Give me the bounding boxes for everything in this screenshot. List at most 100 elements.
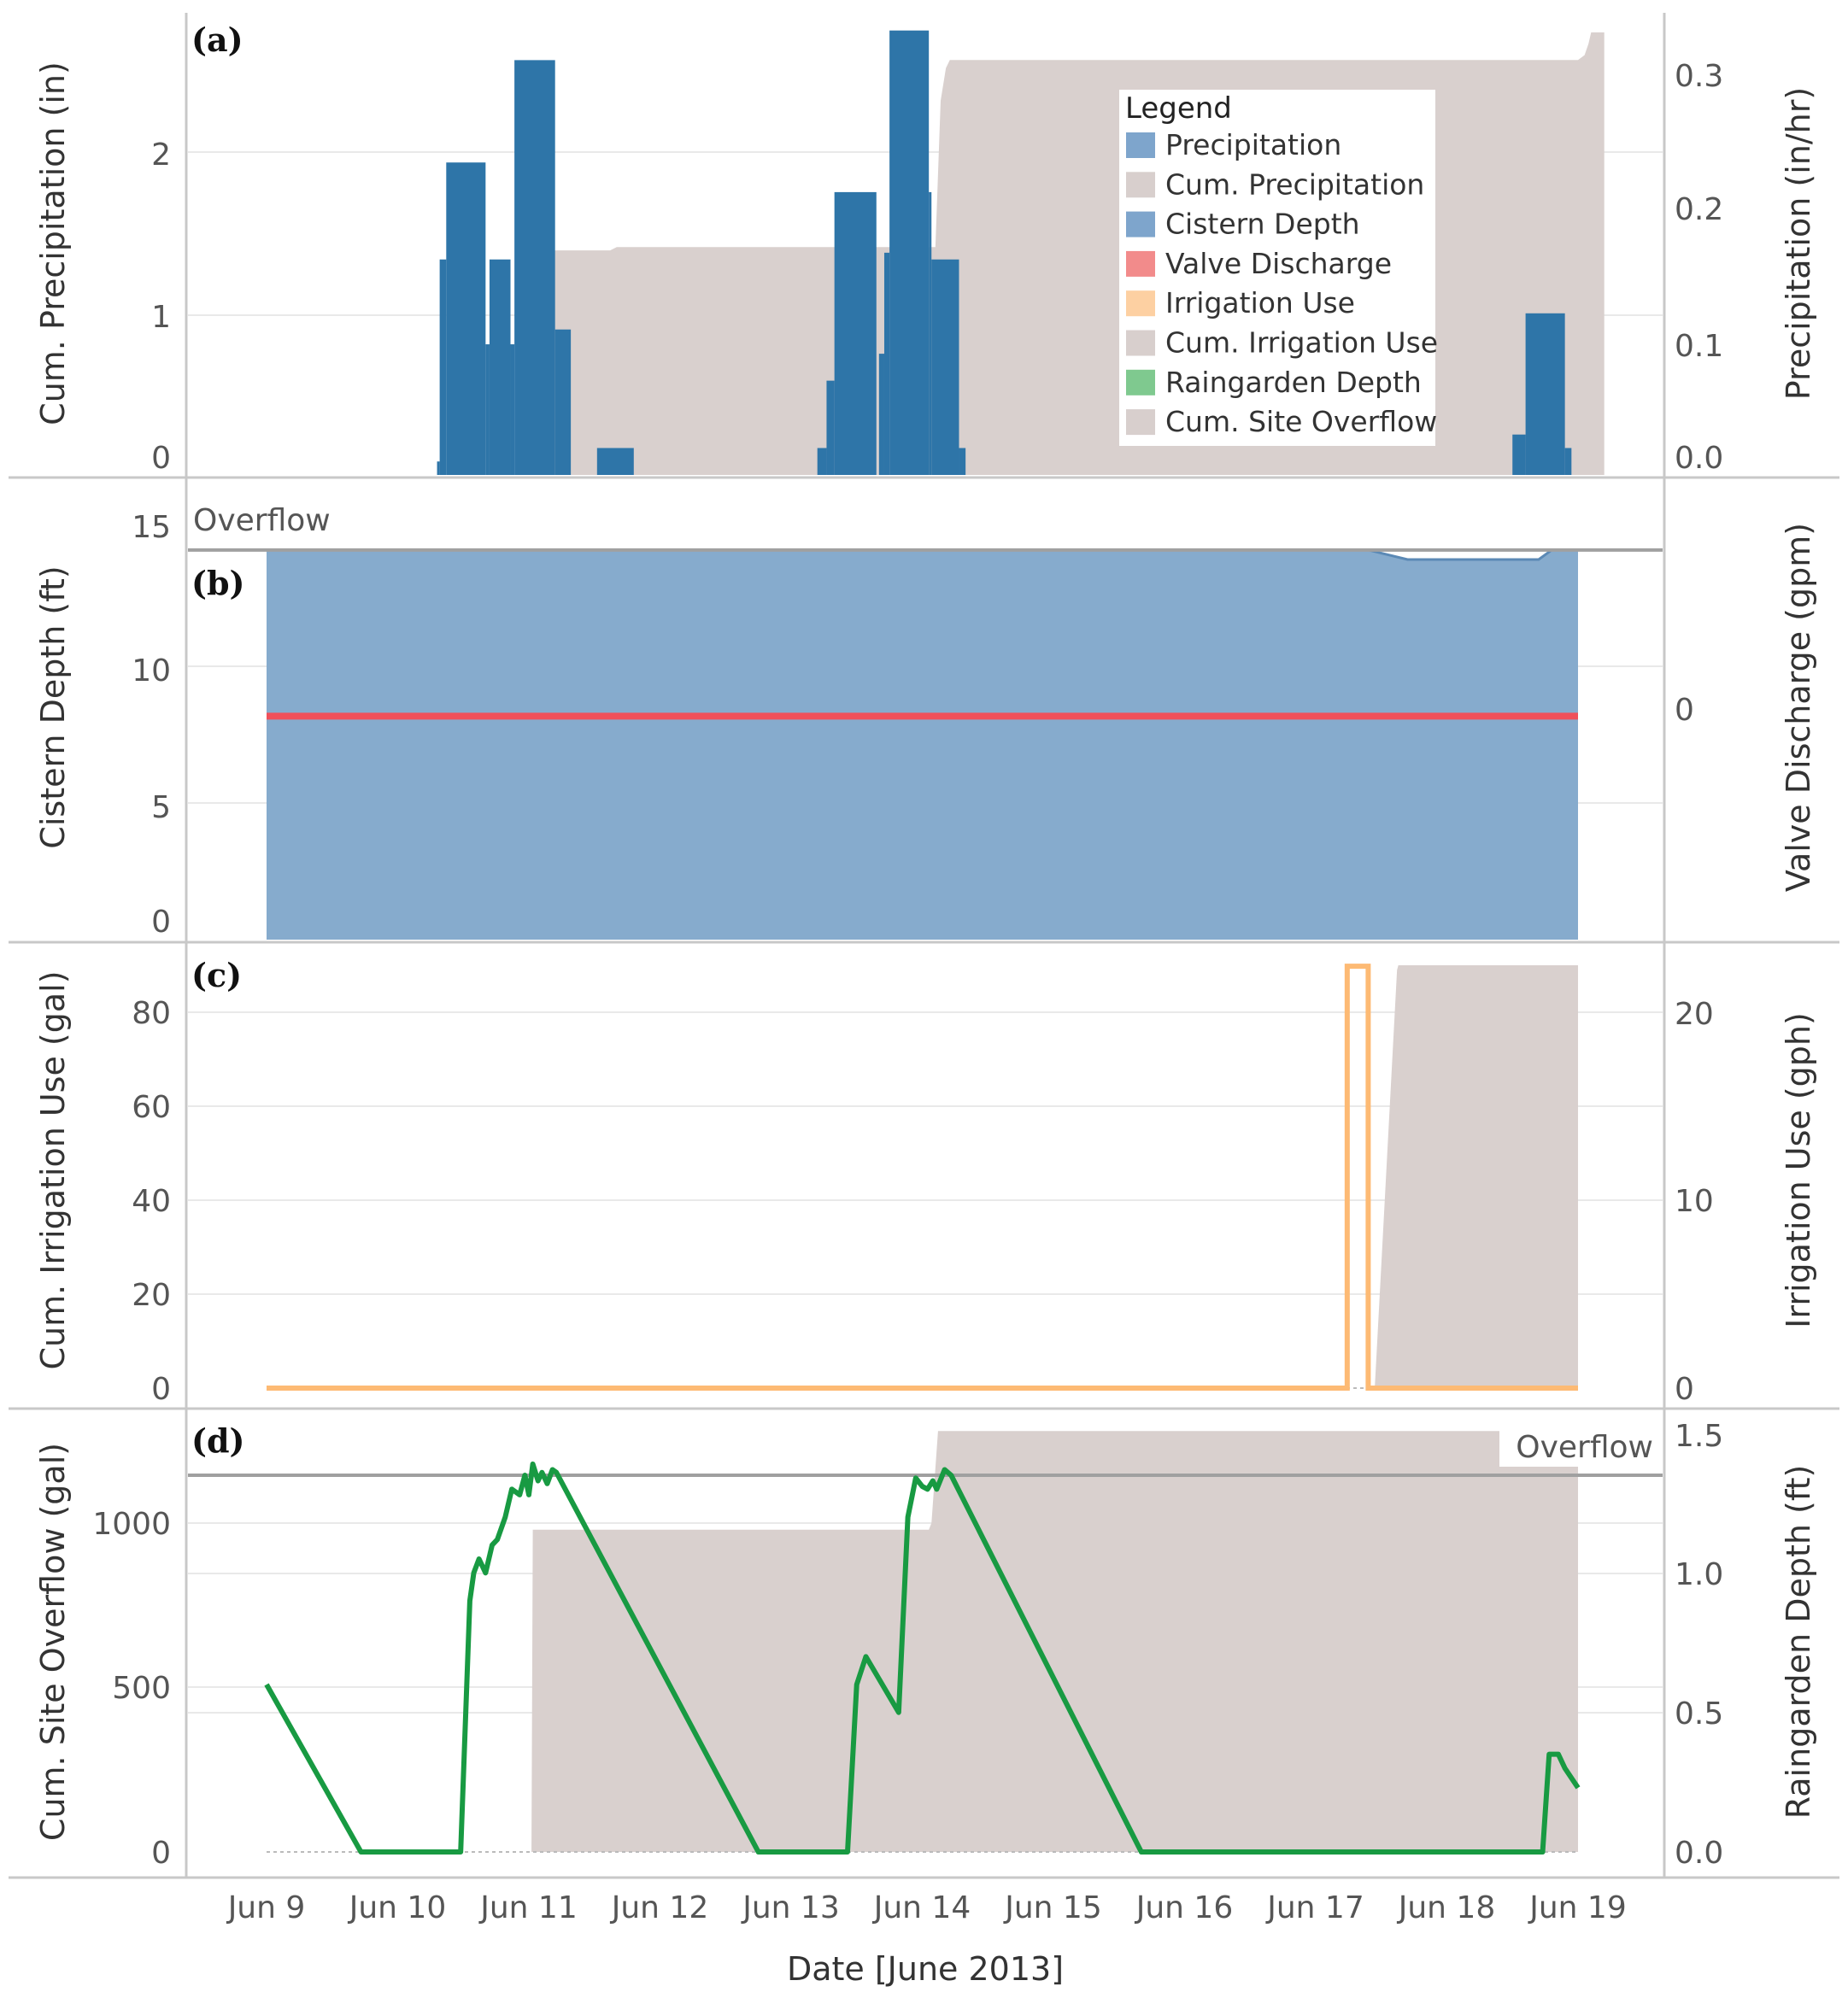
y-tick-label-left: 2 xyxy=(151,138,171,173)
panel-d-right-ylabel: Raingarden Depth (ft) xyxy=(1780,1465,1817,1819)
precipitation-bar xyxy=(514,60,555,476)
x-tick-label: Jun 10 xyxy=(348,1890,447,1925)
legend-swatch xyxy=(1126,330,1155,356)
y-tick-label-left: 15 xyxy=(132,510,171,545)
x-tick-label: Jun 16 xyxy=(1135,1890,1234,1925)
legend-label: Cum. Precipitation xyxy=(1165,167,1424,201)
x-tick-label: Jun 9 xyxy=(226,1890,306,1925)
y-tick-label-left: 5 xyxy=(151,790,171,825)
y-tick-label-right: 0.3 xyxy=(1675,59,1723,94)
y-tick-label-left: 1000 xyxy=(92,1507,171,1542)
precipitation-bar xyxy=(883,252,890,475)
x-tick-label: Jun 19 xyxy=(1528,1890,1627,1925)
x-tick-label: Jun 18 xyxy=(1397,1890,1496,1925)
panel-d-overflow-label: Overflow xyxy=(1516,1430,1653,1465)
legend-label: Valve Discharge xyxy=(1165,247,1392,280)
precipitation-bar xyxy=(439,259,447,475)
precipitation-bar xyxy=(1512,434,1526,475)
raingarden-depth-path xyxy=(264,1461,1581,1855)
panel-c-left-ylabel: Cum. Irrigation Use (gal) xyxy=(34,970,72,1369)
precipitation-bar xyxy=(826,380,835,475)
precipitation-bar xyxy=(931,259,959,475)
legend-label: Cistern Depth xyxy=(1165,208,1360,241)
irrigation-use-path xyxy=(267,964,1578,1391)
y-tick-label-right: 0.0 xyxy=(1675,441,1723,476)
precipitation-bar xyxy=(834,191,877,475)
precipitation-bars xyxy=(437,30,1572,476)
panel-a-ticks: 0 1 2 0.0 0.1 0.2 0.3 xyxy=(151,59,1723,476)
legend-items: Precipitation Cum. Precipitation Cistern D… xyxy=(1126,128,1438,438)
panel-c-letter: (c) xyxy=(191,956,242,994)
y-tick-label-left: 1 xyxy=(151,300,171,335)
cum-site-overflow-area xyxy=(267,1431,1578,1853)
precipitation-bar xyxy=(889,30,930,475)
legend-swatch xyxy=(1126,250,1155,277)
panel-c-ticks: 0 20 40 60 80 0 10 20 xyxy=(132,996,1714,1407)
legend-item: Cum. Site Overflow xyxy=(1126,405,1437,438)
panel-a-right-ylabel: Precipitation (in/hr) xyxy=(1780,87,1817,400)
panel-b-ticks: 0 5 10 15 0 xyxy=(132,510,1694,940)
y-tick-label-left: 0 xyxy=(151,1836,171,1871)
y-tick-label-right: 1.5 xyxy=(1675,1419,1723,1454)
legend-label: Irrigation Use xyxy=(1165,286,1355,319)
y-tick-label-left: 0 xyxy=(151,441,171,476)
panel-d-left-ylabel: Cum. Site Overflow (gal) xyxy=(34,1443,72,1841)
y-tick-label-left: 60 xyxy=(132,1090,171,1125)
legend-item: Cum. Irrigation Use xyxy=(1126,326,1438,360)
y-tick-label-right: 0.2 xyxy=(1675,192,1723,227)
legend-item: Cistern Depth xyxy=(1126,208,1360,241)
precipitation-bar xyxy=(1525,313,1565,475)
legend-swatch xyxy=(1126,211,1155,237)
y-tick-label-left: 20 xyxy=(132,1278,171,1313)
y-tick-label-right: 1.0 xyxy=(1675,1557,1723,1592)
y-tick-label-left: 0 xyxy=(151,1372,171,1407)
cum-site-overflow-fill xyxy=(531,1431,1578,1852)
cum-irrigation-use-area xyxy=(267,965,1578,1389)
y-tick-label-left: 500 xyxy=(112,1671,171,1706)
legend-item: Irrigation Use xyxy=(1126,286,1355,319)
cum-precipitation-area xyxy=(532,32,1605,475)
y-tick-label-left: 40 xyxy=(132,1184,171,1219)
legend-item: Raingarden Depth xyxy=(1126,366,1422,399)
x-axis-label: Date [June 2013] xyxy=(787,1950,1064,1988)
panel-c-right-ylabel: Irrigation Use (gph) xyxy=(1780,1012,1817,1328)
x-tick-label: Jun 17 xyxy=(1265,1890,1364,1925)
precipitation-bar xyxy=(437,461,440,475)
precipitation-bar xyxy=(489,259,511,475)
legend-box xyxy=(1119,90,1435,446)
precipitation-bar xyxy=(929,191,932,475)
legend-swatch xyxy=(1126,172,1155,198)
legend-label: Raingarden Depth xyxy=(1165,366,1422,399)
panel-d: Overflow (d) 0 500 1000 0.0 0.5 1.0 1.5 Cum. S… xyxy=(34,1419,1817,1871)
x-tick-label: Jun 11 xyxy=(478,1890,578,1925)
y-tick-label-right: 0.0 xyxy=(1675,1836,1723,1871)
x-tick-label: Jun 13 xyxy=(741,1890,840,1925)
panel-d-overflow-label-bg xyxy=(1499,1422,1662,1467)
panel-b-right-ylabel: Valve Discharge (gpm) xyxy=(1780,523,1817,892)
irrigation-use-line xyxy=(267,964,1578,1391)
legend-title: Legend xyxy=(1125,91,1232,126)
raingarden-depth-line xyxy=(264,1461,1581,1855)
legend-label: Cum. Irrigation Use xyxy=(1165,326,1438,360)
precipitation-bar xyxy=(817,448,827,475)
panel-c: (c) 0 20 40 60 80 0 10 20 Cum. Irrigation Use (… xyxy=(34,956,1817,1407)
panel-a: (a) 0 1 2 0.0 0.1 0.2 0.3 Cum. Precipitation (… xyxy=(34,21,1817,476)
panel-b-letter: (b) xyxy=(191,564,245,602)
y-tick-label-left: 0 xyxy=(151,905,171,940)
y-tick-label-right: 0 xyxy=(1675,693,1694,728)
precipitation-bar xyxy=(878,354,884,475)
y-tick-label-right: 10 xyxy=(1675,1184,1714,1219)
cum-precipitation-fill xyxy=(532,32,1605,475)
x-tick-label: Jun 15 xyxy=(1003,1890,1102,1925)
cistern-depth-fill xyxy=(267,549,1578,940)
legend-swatch xyxy=(1126,132,1155,158)
precipitation-bar xyxy=(1564,448,1572,475)
y-tick-label-left: 80 xyxy=(132,996,171,1031)
precipitation-bar xyxy=(959,448,966,475)
precipitation-bar xyxy=(596,448,634,475)
y-tick-label-right: 20 xyxy=(1675,997,1714,1032)
x-tick-label: Jun 12 xyxy=(610,1890,709,1925)
y-tick-label-left: 10 xyxy=(132,653,171,689)
